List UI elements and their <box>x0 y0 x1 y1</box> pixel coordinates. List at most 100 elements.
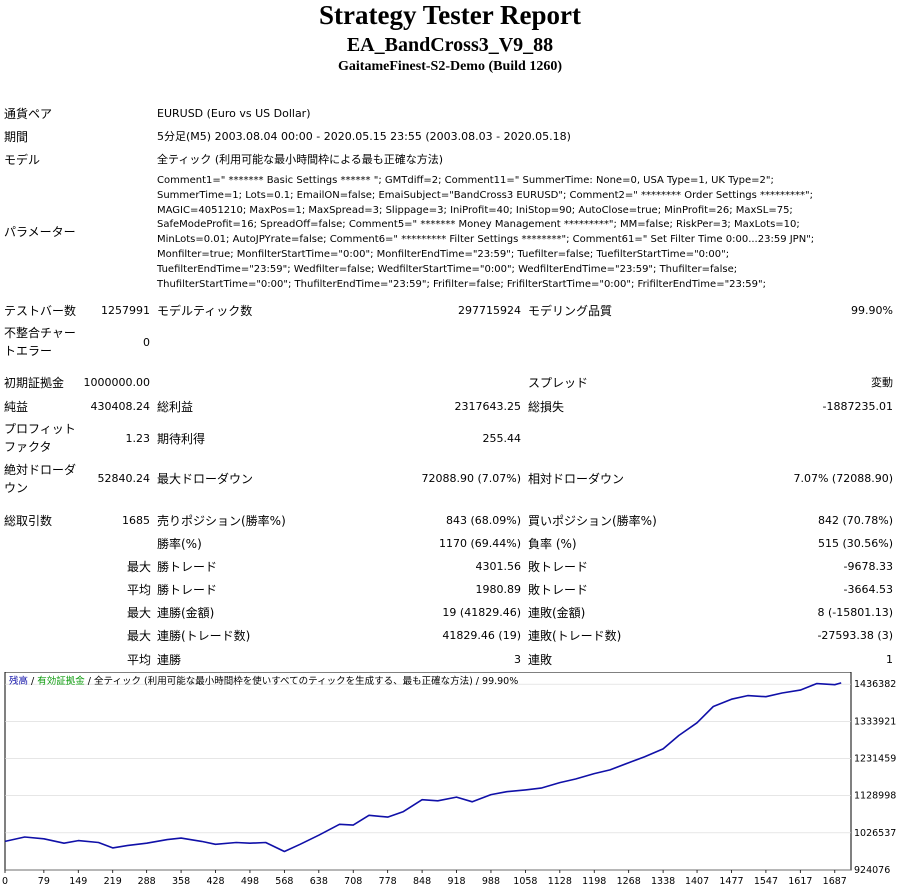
legend-sep: / <box>28 676 37 687</box>
max-cons-loss-value: 8 (-15801.13) <box>817 606 893 619</box>
max-cons-win-label: 連勝(金額) <box>157 606 215 620</box>
params-line: MAGIC=4051210; MaxPos=1; MaxSpread=3; Sl… <box>157 204 793 216</box>
trades-label: 総取引数 <box>4 514 53 528</box>
largest-win-value: 4301.56 <box>475 560 522 573</box>
mismatch-value: 0 <box>143 336 150 349</box>
params-line: TuefilterEndTime="23:59"; Wedfilter=fals… <box>157 263 738 275</box>
params-line: SummerTime=1; Lots=0.1; EmailON=false; E… <box>157 189 813 201</box>
max-cons-profit-value: 41829.46 (19) <box>442 629 521 642</box>
model-value: 全ティック (利用可能な最小時間枠による最も正確な方法) <box>157 153 444 166</box>
long-label: 買いポジション(勝率%) <box>528 514 657 528</box>
x-tick-label: 1268 <box>617 876 641 887</box>
loss-rate-value: 515 (30.56%) <box>817 537 893 550</box>
params-line: MinLots=0.01; AutoJPYrate=false; Comment… <box>157 234 815 246</box>
largest-loss-label: 敗トレード <box>528 560 589 574</box>
short-label: 売りポジション(勝率%) <box>157 514 286 528</box>
params-line: Comment1=" ******* Basic Settings ******… <box>157 175 774 186</box>
symbol-value: EURUSD (Euro vs US Dollar) <box>157 107 311 120</box>
x-tick-label: 848 <box>413 876 431 887</box>
x-tick-label: 428 <box>206 876 224 887</box>
expected-label: 期待利得 <box>157 432 206 446</box>
max-cons-win-value: 19 (41829.46) <box>442 606 521 619</box>
symbol-label: 通貨ペア <box>4 107 53 121</box>
avg-loss-label: 敗トレード <box>528 583 589 597</box>
abs-dd-label-1: 絶対ドローダ <box>4 463 77 477</box>
win-rate-label: 勝率(%) <box>157 537 202 551</box>
gross-profit-label: 総利益 <box>157 400 194 414</box>
bars-label: テストバー数 <box>4 304 77 318</box>
x-axis: 0 79 149 219 288 358 428 498 568 638 708 778 848 918 9… <box>2 870 847 887</box>
max-cons-loss-label: 連敗(金額) <box>528 606 586 620</box>
ticks-label: モデルティック数 <box>157 304 253 318</box>
x-tick-label: 1687 <box>823 876 847 887</box>
period-value: 5分足(M5) 2003.08.04 00:00 - 2020.05.15 23… <box>157 130 571 143</box>
x-tick-label: 219 <box>104 876 122 887</box>
rel-dd-value: 7.07% (72088.90) <box>793 472 893 485</box>
pf-label-1: プロフィット <box>4 422 76 436</box>
avg-cons-win-label: 連勝 <box>157 653 182 667</box>
model-label: モデル <box>4 153 41 167</box>
gross-loss-label: 総損失 <box>528 400 565 414</box>
spread-value: 変動 <box>871 376 893 389</box>
x-tick-label: 1338 <box>651 876 675 887</box>
avg-cons-loss-value: 1 <box>886 653 893 666</box>
ticks-value: 297715924 <box>458 304 521 317</box>
x-tick-label: 1547 <box>754 876 778 887</box>
max-cons-lossamt-label: 連敗(トレード数) <box>528 629 622 643</box>
x-tick-label: 1407 <box>685 876 709 887</box>
loss-rate-label: 負率 (%) <box>528 537 577 551</box>
avg-win-value: 1980.89 <box>475 583 522 596</box>
win-rate-value: 1170 (69.44%) <box>438 537 521 550</box>
ea-name: EA_BandCross3_V9_88 <box>346 34 554 56</box>
period-label: 期間 <box>4 130 29 144</box>
gross-loss-value: -1887235.01 <box>822 400 893 413</box>
params-line: SafeModeProfit=16; SpreadOff=false; Comm… <box>157 219 800 231</box>
largest-win-label: 勝トレード <box>157 560 218 574</box>
server-build: GaitameFinest-S2-Demo (Build 1260) <box>338 59 562 74</box>
x-tick-label: 149 <box>69 876 87 887</box>
avg-win-label: 勝トレード <box>157 583 218 597</box>
x-tick-label: 918 <box>447 876 465 887</box>
x-tick-label: 638 <box>310 876 328 887</box>
params-label: パラメーター <box>4 225 76 239</box>
x-tick-label: 1477 <box>719 876 743 887</box>
y-tick-label: 924076 <box>854 865 890 876</box>
x-tick-label: 1058 <box>513 876 537 887</box>
chart-frame <box>4 672 852 871</box>
max-prefix: 最大 <box>127 560 152 574</box>
pf-label-2: ファクタ <box>4 440 52 454</box>
balance-line <box>4 682 842 853</box>
y-axis: 924076 1026537 1128998 1231459 1333921 143638… <box>854 679 896 876</box>
balance-chart: 残高 / 有効証拠金 / 全ティック (利用可能な最小時間枠を使いすべてのティッ… <box>2 672 896 887</box>
chart-legend: 残高 / 有効証拠金 / 全ティック (利用可能な最小時間枠を使いすべてのティッ… <box>9 675 518 687</box>
params-line: ThufilterStartTime="0:00"; ThufilterEndT… <box>157 278 766 290</box>
x-tick-label: 288 <box>138 876 156 887</box>
avg-prefix: 平均 <box>127 653 152 667</box>
chart-series <box>4 682 842 853</box>
max-prefix: 最大 <box>127 606 152 620</box>
y-tick-label: 1436382 <box>854 679 896 690</box>
avg-loss-value: -3664.53 <box>843 583 893 596</box>
legend-model: 全ティック (利用可能な最小時間枠を使いすべてのティックを生成する、最も正確な方… <box>94 675 518 687</box>
short-value: 843 (68.09%) <box>445 514 521 527</box>
mismatch-label-2: トエラー <box>4 344 53 358</box>
max-cons-lossamt-value: -27593.38 (3) <box>817 629 893 642</box>
x-tick-label: 778 <box>379 876 397 887</box>
y-tick-label: 1128998 <box>854 791 896 802</box>
x-tick-label: 988 <box>482 876 500 887</box>
net-value: 430408.24 <box>90 400 151 413</box>
abs-dd-value: 52840.24 <box>97 472 151 485</box>
quality-value: 99.90% <box>851 304 893 317</box>
max-dd-label: 最大ドローダウン <box>157 472 254 486</box>
chart-grid <box>5 683 851 871</box>
y-tick-label: 1026537 <box>854 828 896 839</box>
x-tick-label: 568 <box>275 876 293 887</box>
y-tick-label: 1333921 <box>854 716 896 727</box>
long-value: 842 (70.78%) <box>817 514 893 527</box>
x-tick-label: 1198 <box>582 876 606 887</box>
pf-value: 1.23 <box>125 432 151 445</box>
x-tick-label: 708 <box>344 876 362 887</box>
x-tick-label: 1617 <box>788 876 812 887</box>
params-block: Comment1=" ******* Basic Settings ******… <box>157 174 814 292</box>
mismatch-label-1: 不整合チャー <box>4 326 76 340</box>
